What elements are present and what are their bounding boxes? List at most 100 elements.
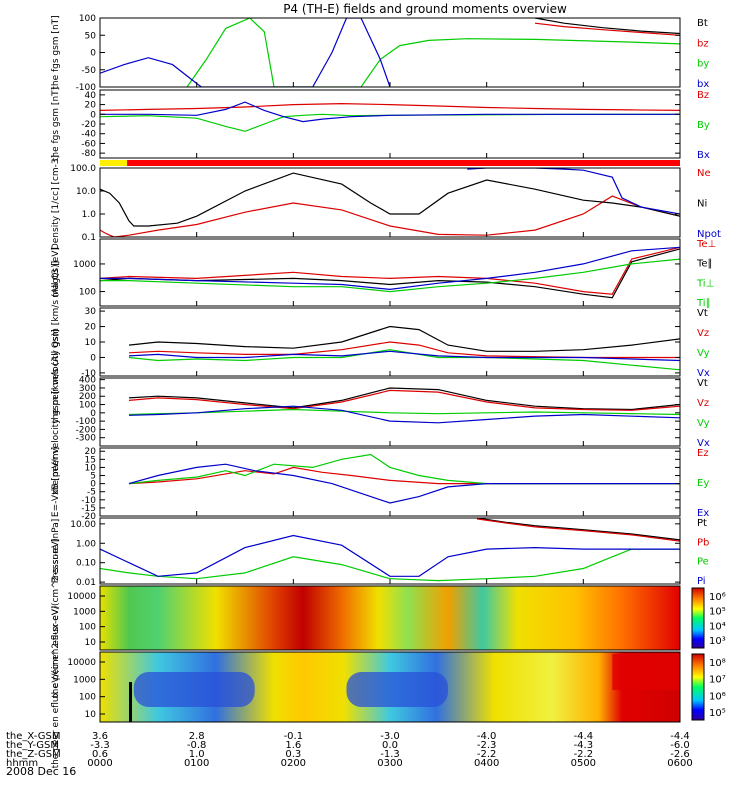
series-line-Ti∥ <box>100 258 680 293</box>
footer-value: -4.4 <box>574 731 594 742</box>
tick-label: -5 <box>87 488 96 498</box>
panel-10: the peir en eflux eV/(cm^2-s-sr-eV) 10000… <box>51 538 726 698</box>
tick-label: -200 <box>76 425 97 435</box>
colorbar-tick: 10⁵ <box>709 708 726 719</box>
footer-value: -2.2 <box>477 749 497 760</box>
footer-value: -4.0 <box>477 731 497 742</box>
footer-value: 0200 <box>281 758 306 769</box>
legend-entry-Vt: Vt <box>697 378 708 389</box>
tick-label: -10 <box>81 496 96 506</box>
tick-label: 10 <box>85 338 97 348</box>
panel-6: the peir velocity gsm [km/s (All Qs)] 30 2… <box>51 261 710 423</box>
tick-label: -20 <box>81 120 96 130</box>
series-line-Vt <box>128 325 680 352</box>
colorbar-tick: 10⁶ <box>709 592 726 603</box>
footer-value: -6.0 <box>670 740 690 751</box>
legend-entry-Ex: Ex <box>697 508 709 519</box>
tick-label: 0 <box>90 49 96 59</box>
panel-3 <box>100 160 681 166</box>
footer-value: 0.6 <box>92 749 108 760</box>
footer-value: -4.3 <box>574 740 594 751</box>
tick-label: -15 <box>81 504 96 514</box>
colorbar-tick: 10⁷ <box>709 675 726 686</box>
footer-row-label: hhmm <box>6 758 38 769</box>
tick-label: 300 <box>79 384 96 394</box>
panel-11-ylabel: the peer en eflux eV/(cm^2-s-sr-eV) <box>51 606 61 769</box>
tick-label: 10 <box>85 710 97 720</box>
series-line-Pe <box>100 548 680 582</box>
footer-value: -2.3 <box>477 740 497 751</box>
date-label: 2008 Dec 16 <box>6 765 76 778</box>
series-line-Vx <box>128 350 680 362</box>
tick-label: 0 <box>90 480 96 490</box>
legend-entry-Vz: Vz <box>697 328 709 339</box>
footer-value: 0.0 <box>382 740 398 751</box>
legend-entry-Vx: Vx <box>697 368 710 379</box>
tick-label: 10.00 <box>70 520 96 530</box>
panel-5-ylabel: magt3 [eV] <box>51 247 61 298</box>
panel-8-frame <box>99 447 681 517</box>
colorbar-tick: 10⁶ <box>709 691 726 702</box>
tick-label: 20 <box>85 101 97 111</box>
footer-value: -2.2 <box>574 749 594 760</box>
tick-label: 100 <box>79 401 96 411</box>
legend-entry-by: by <box>697 59 709 70</box>
legend-entry-Ne: Ne <box>697 168 711 179</box>
footer-row-label: the_Z-GSM <box>6 749 61 760</box>
colorbar-tick: 10⁴ <box>709 621 726 632</box>
series-line-Npot <box>467 168 680 215</box>
colorbar-11 <box>691 653 705 721</box>
legend-entry-Vy: Vy <box>697 348 710 359</box>
tick-label: -300 <box>76 434 97 444</box>
tick-label: 0 <box>90 409 96 419</box>
tick-label: -50 <box>81 66 96 76</box>
colorbar-tick: 10⁸ <box>709 658 726 669</box>
panel-8-ylabel: E=-VxB [mV/m] <box>51 447 61 517</box>
footer-value: 1.0 <box>189 749 205 760</box>
tick-label: 0.1 <box>82 233 96 243</box>
panel-4-ylabel: Density [1/cc] [cm-3] <box>51 155 61 250</box>
tick-label: 100 <box>79 14 96 24</box>
series-line-Bt <box>534 18 680 35</box>
spectrogram-feature <box>346 672 448 707</box>
legend-entry-Pe: Pe <box>697 557 709 568</box>
panel-1: the fgs gsm [nT] 100 50 0 -50 -100 Bt bz by bx <box>51 14 709 93</box>
series-line-Ey <box>128 453 680 485</box>
footer-value: -3.3 <box>90 740 110 751</box>
tick-label: 100 <box>79 693 96 703</box>
tick-label: 1000 <box>73 607 96 617</box>
tick-label: 100 <box>79 288 96 298</box>
footer-value: 1.6 <box>285 740 301 751</box>
series-line-bx <box>100 18 391 87</box>
footer-ephemeris: the_X-GSMthe_Y-GSMthe_Z-GSMhhmm3.6-3.30.… <box>6 731 693 769</box>
footer-value: -1.3 <box>380 749 400 760</box>
tick-label: 10 <box>85 638 97 648</box>
footer-value: 0.3 <box>285 749 301 760</box>
series-line-Ne <box>100 195 680 237</box>
panel-4: Density [1/cc] [cm-3] 100.0 10.0 1.0 0.1 Ne Ni… <box>51 155 721 250</box>
legend-entry-Vz: Vz <box>697 398 709 409</box>
panel-11: the peer en eflux eV/(cm^2-s-sr-eV) 10000… <box>51 606 726 769</box>
legend-entry-Vt: Vt <box>697 308 708 319</box>
tick-label: -80 <box>81 149 96 159</box>
tick-label: -40 <box>81 130 96 140</box>
spectrogram-feature <box>612 654 680 690</box>
footer-row-label: the_Y-GSM <box>6 740 59 751</box>
tick-label: 0 <box>90 110 96 120</box>
tick-label: 1.0 <box>82 210 97 220</box>
colorbar-tick: 10³ <box>709 636 726 647</box>
footer-value: -2.6 <box>670 749 690 760</box>
tick-label: 100.0 <box>70 164 96 174</box>
panel-7: the peer velocity gsm [km/s (All Qs)] 400… <box>51 329 710 494</box>
panel-10-frame <box>99 585 681 651</box>
footer-value: 0000 <box>87 758 112 769</box>
series-line-by <box>186 18 680 87</box>
footer-value: -4.4 <box>670 731 690 742</box>
series-line-Vz <box>128 341 680 359</box>
legend-entry-Bt: Bt <box>697 18 708 29</box>
legend-entry-Bz: Bz <box>697 90 709 101</box>
tick-label: 10000 <box>67 592 96 602</box>
footer-row-label: the_X-GSM <box>6 731 60 742</box>
series-line-Ni <box>100 172 680 227</box>
